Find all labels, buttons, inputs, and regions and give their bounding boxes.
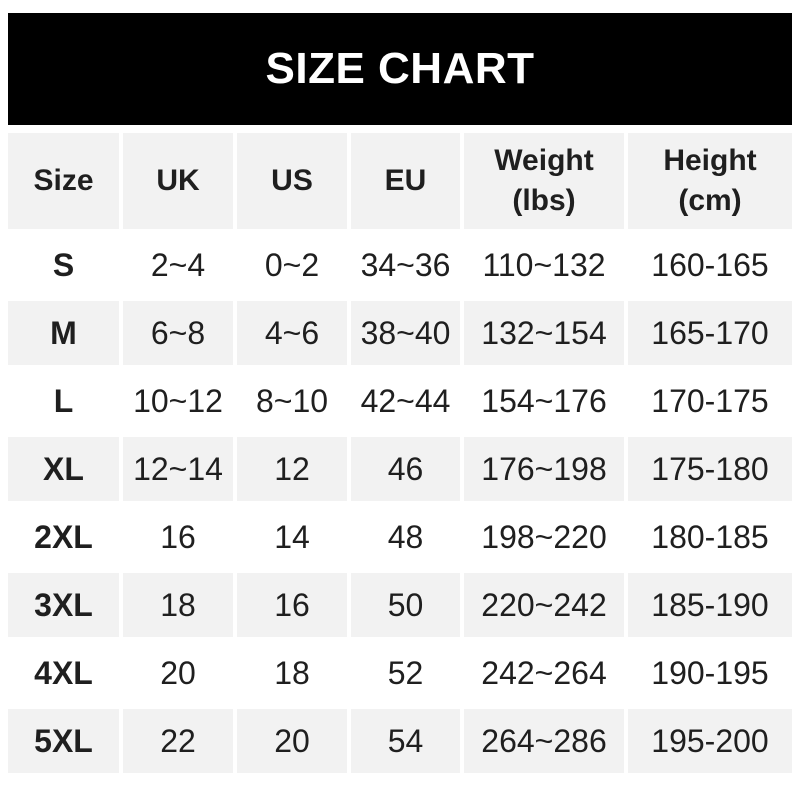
eu-cell: 50 bbox=[351, 573, 460, 637]
table-row-m: M 6~8 4~6 38~40 132~154 165-170 bbox=[8, 301, 792, 365]
weight-cell: 110~132 bbox=[464, 233, 624, 297]
size-chart-banner: SIZE CHART bbox=[8, 13, 792, 125]
weight-cell: 220~242 bbox=[464, 573, 624, 637]
column-header-label: UK bbox=[156, 164, 200, 198]
table-row-l: L 10~12 8~10 42~44 154~176 170-175 bbox=[8, 369, 792, 433]
table-row-xl: XL 12~14 12 46 176~198 175-180 bbox=[8, 437, 792, 501]
table-row-2xl: 2XL 16 14 48 198~220 180-185 bbox=[8, 505, 792, 569]
uk-cell: 16 bbox=[123, 505, 233, 569]
eu-cell: 52 bbox=[351, 641, 460, 705]
weight-cell: 176~198 bbox=[464, 437, 624, 501]
weight-cell: 242~264 bbox=[464, 641, 624, 705]
uk-cell: 12~14 bbox=[123, 437, 233, 501]
column-header-size: Size bbox=[8, 133, 119, 229]
us-cell: 20 bbox=[237, 709, 347, 773]
us-cell: 0~2 bbox=[237, 233, 347, 297]
uk-cell: 18 bbox=[123, 573, 233, 637]
column-header-label: Height bbox=[663, 144, 757, 178]
header-row: Size UK US EU Weight (lbs) bbox=[8, 133, 792, 229]
column-header-height: Height (cm) bbox=[628, 133, 792, 229]
uk-cell: 2~4 bbox=[123, 233, 233, 297]
column-header-us: US bbox=[237, 133, 347, 229]
uk-cell: 6~8 bbox=[123, 301, 233, 365]
column-header-uk: UK bbox=[123, 133, 233, 229]
us-cell: 12 bbox=[237, 437, 347, 501]
column-header-weight: Weight (lbs) bbox=[464, 133, 624, 229]
column-header-label: US bbox=[271, 164, 313, 198]
height-cell: 160-165 bbox=[628, 233, 792, 297]
size-cell: 2XL bbox=[8, 505, 119, 569]
height-cell: 165-170 bbox=[628, 301, 792, 365]
banner-title: SIZE CHART bbox=[265, 44, 535, 93]
height-cell: 195-200 bbox=[628, 709, 792, 773]
height-cell: 190-195 bbox=[628, 641, 792, 705]
size-cell: M bbox=[8, 301, 119, 365]
us-cell: 4~6 bbox=[237, 301, 347, 365]
uk-cell: 20 bbox=[123, 641, 233, 705]
us-cell: 18 bbox=[237, 641, 347, 705]
size-cell: 4XL bbox=[8, 641, 119, 705]
height-cell: 170-175 bbox=[628, 369, 792, 433]
size-cell: XL bbox=[8, 437, 119, 501]
eu-cell: 38~40 bbox=[351, 301, 460, 365]
table-body: S 2~4 0~2 34~36 110~132 160-165 M 6~8 4~… bbox=[8, 233, 792, 773]
height-cell: 185-190 bbox=[628, 573, 792, 637]
table-header: Size UK US EU Weight (lbs) bbox=[8, 133, 792, 229]
weight-cell: 154~176 bbox=[464, 369, 624, 433]
size-cell: 5XL bbox=[8, 709, 119, 773]
size-chart-table: Size UK US EU Weight (lbs) bbox=[4, 129, 796, 777]
size-cell: S bbox=[8, 233, 119, 297]
us-cell: 16 bbox=[237, 573, 347, 637]
eu-cell: 46 bbox=[351, 437, 460, 501]
column-header-sublabel: (cm) bbox=[678, 184, 742, 217]
uk-cell: 10~12 bbox=[123, 369, 233, 433]
eu-cell: 54 bbox=[351, 709, 460, 773]
column-header-label: EU bbox=[384, 164, 427, 198]
table-row-3xl: 3XL 18 16 50 220~242 185-190 bbox=[8, 573, 792, 637]
eu-cell: 42~44 bbox=[351, 369, 460, 433]
eu-cell: 48 bbox=[351, 505, 460, 569]
table-row-4xl: 4XL 20 18 52 242~264 190-195 bbox=[8, 641, 792, 705]
uk-cell: 22 bbox=[123, 709, 233, 773]
column-header-label: Size bbox=[33, 164, 94, 198]
column-header-sublabel: (lbs) bbox=[512, 184, 576, 217]
size-cell: 3XL bbox=[8, 573, 119, 637]
weight-cell: 132~154 bbox=[464, 301, 624, 365]
weight-cell: 198~220 bbox=[464, 505, 624, 569]
us-cell: 8~10 bbox=[237, 369, 347, 433]
table-row-s: S 2~4 0~2 34~36 110~132 160-165 bbox=[8, 233, 792, 297]
table-row-5xl: 5XL 22 20 54 264~286 195-200 bbox=[8, 709, 792, 773]
weight-cell: 264~286 bbox=[464, 709, 624, 773]
height-cell: 175-180 bbox=[628, 437, 792, 501]
column-header-label: Weight bbox=[494, 144, 594, 178]
eu-cell: 34~36 bbox=[351, 233, 460, 297]
height-cell: 180-185 bbox=[628, 505, 792, 569]
column-header-eu: EU bbox=[351, 133, 460, 229]
us-cell: 14 bbox=[237, 505, 347, 569]
size-cell: L bbox=[8, 369, 119, 433]
